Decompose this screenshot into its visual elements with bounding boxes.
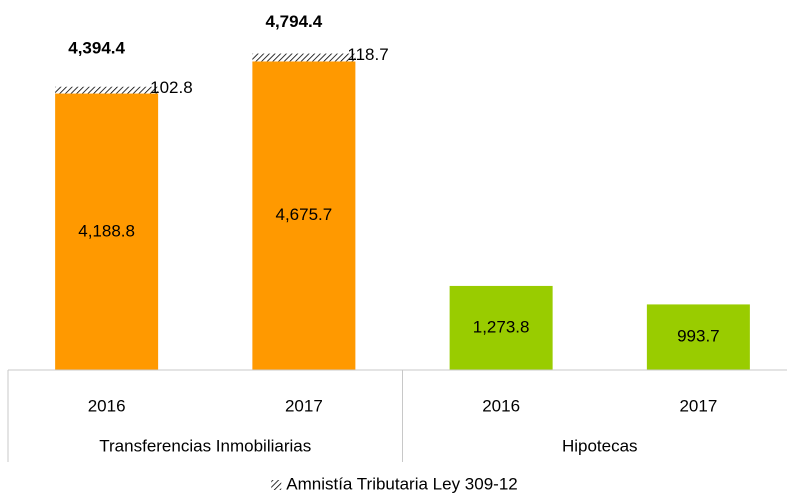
bar-segment bbox=[449, 285, 553, 370]
group-label: Transferencias Inmobiliarias bbox=[99, 436, 311, 455]
x-tick-label: 2016 bbox=[482, 396, 520, 415]
x-tick-label: 2017 bbox=[679, 396, 717, 415]
total-label: 4,394.4 bbox=[68, 38, 125, 57]
legend-label: Amnistía Tributaria Ley 309-12 bbox=[286, 474, 518, 493]
value-label: 1,273.8 bbox=[473, 317, 530, 336]
bar-segment bbox=[252, 61, 356, 370]
bar-segment bbox=[252, 53, 356, 62]
bar-segment bbox=[55, 86, 159, 94]
value-label: 993.7 bbox=[677, 327, 720, 346]
x-tick-label: 2017 bbox=[285, 396, 323, 415]
value-label: 102.8 bbox=[150, 78, 193, 97]
value-label: 118.7 bbox=[347, 45, 388, 64]
bar-segment bbox=[55, 93, 159, 371]
group-label: Hipotecas bbox=[562, 436, 638, 455]
x-tick-label: 2016 bbox=[88, 396, 126, 415]
value-label: 4,675.7 bbox=[276, 205, 333, 224]
bar-segment bbox=[646, 304, 750, 370]
value-label: 4,188.8 bbox=[78, 221, 135, 240]
total-label: 4,794.4 bbox=[266, 12, 323, 31]
legend-swatch bbox=[271, 480, 282, 490]
